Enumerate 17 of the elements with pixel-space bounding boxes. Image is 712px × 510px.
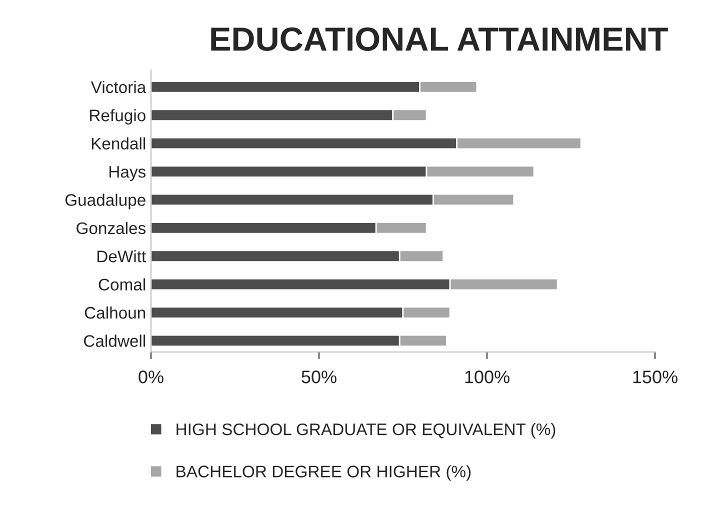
x-tick-label: 100% <box>465 370 510 384</box>
legend-label: HIGH SCHOOL GRADUATE OR EQUIVALENT (%) <box>176 423 556 439</box>
y-tick-label: Hays <box>110 166 146 182</box>
y-tick-label: Refugio <box>90 109 146 125</box>
x-tick-label: 50% <box>302 370 336 384</box>
y-tick-label: Gonzales <box>76 222 146 234</box>
y-tick-label: Calhoun <box>84 306 146 319</box>
y-tick-label: Comal <box>98 278 146 291</box>
x-tick-label: 0% <box>138 370 164 384</box>
y-tick-label: Guadalupe <box>65 194 146 210</box>
legend-label: BACHELOR DEGREE OR HIGHER (%) <box>176 465 471 481</box>
x-tick-label: 150% <box>633 370 678 384</box>
y-tick-label: Kendall <box>92 137 146 150</box>
y-tick-label: Caldwell <box>84 334 146 347</box>
y-tick-label: DeWitt <box>98 250 146 262</box>
chart-title: EDUCATIONAL ATTAINMENT <box>211 27 668 51</box>
y-tick-label: Victoria <box>90 80 146 94</box>
